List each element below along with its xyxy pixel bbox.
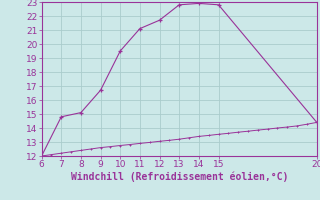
X-axis label: Windchill (Refroidissement éolien,°C): Windchill (Refroidissement éolien,°C) bbox=[70, 172, 288, 182]
